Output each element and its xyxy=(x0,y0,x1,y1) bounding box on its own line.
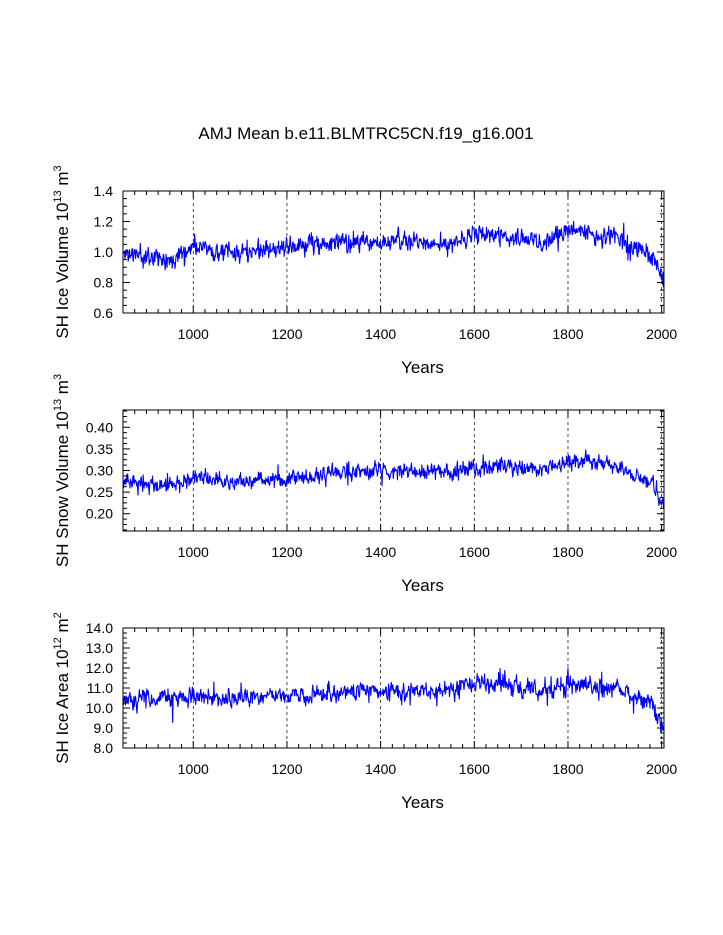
y-tick-label: 1.0 xyxy=(94,244,114,260)
y-label-unit-power: 3 xyxy=(52,374,64,380)
series-line-ice-area xyxy=(122,667,665,733)
y-label-unit: m xyxy=(53,171,72,190)
y-tick-label: 14.0 xyxy=(86,620,113,636)
y-tick-label: 9.0 xyxy=(94,720,114,736)
y-tick-label: 0.6 xyxy=(94,305,114,321)
y-axis-label: SH Ice Area 1012 m2 xyxy=(52,612,72,764)
x-tick-label: 1200 xyxy=(271,326,302,342)
y-tick-label: 0.35 xyxy=(86,441,113,457)
y-label-unit: m xyxy=(53,380,72,399)
x-tick-label: 1400 xyxy=(365,544,396,560)
y-axis-label: SH Ice Volume 1013 m3 xyxy=(52,165,72,338)
x-tick-label: 1000 xyxy=(178,326,209,342)
y-tick-label: 1.4 xyxy=(94,183,114,199)
y-label-exponent: 13 xyxy=(52,399,64,411)
x-tick-label: 1800 xyxy=(552,761,583,777)
x-tick-label: 2000 xyxy=(646,544,677,560)
x-tick-label: 1400 xyxy=(365,326,396,342)
y-tick-label: 10.0 xyxy=(86,700,113,716)
y-label-unit: m xyxy=(53,618,72,637)
y-tick-label: 11.0 xyxy=(87,680,113,696)
x-tick-label: 1400 xyxy=(365,761,396,777)
y-tick-label: 8.0 xyxy=(94,740,114,756)
y-label-main: SH Ice Volume 10 xyxy=(53,203,72,339)
x-axis-label: Years xyxy=(401,793,444,812)
y-tick-label: 0.25 xyxy=(86,484,113,500)
y-tick-label: 0.20 xyxy=(86,506,113,522)
y-axis-label: SH Snow Volume 1013 m3 xyxy=(52,374,72,567)
x-tick-label: 1600 xyxy=(459,544,490,560)
y-tick-label: 0.30 xyxy=(86,463,113,479)
panel-ice-volume: 1000 1200 1400 1600 1800 2000 0.6 0.8 1.0 1.2 1.4 Y… xyxy=(52,165,677,377)
x-axis-label: Years xyxy=(401,576,444,595)
x-tick-label: 1600 xyxy=(459,326,490,342)
y-tick-label: 1.2 xyxy=(94,214,114,230)
x-tick-label: 1600 xyxy=(459,761,490,777)
x-tick-label: 2000 xyxy=(646,761,677,777)
y-label-main: SH Snow Volume 10 xyxy=(53,411,72,567)
y-tick-label: 0.8 xyxy=(94,275,114,291)
x-tick-label: 2000 xyxy=(646,326,677,342)
y-tick-label: 0.40 xyxy=(86,419,113,435)
y-tick-label: 13.0 xyxy=(86,640,113,656)
y-label-exponent: 13 xyxy=(52,190,64,202)
x-tick-label: 1000 xyxy=(178,544,209,560)
series-line-snow-volume xyxy=(122,449,665,509)
panel-snow-volume: 1000 1200 1400 1600 1800 2000 0.20 0.25 0.30 0.35… xyxy=(52,374,677,595)
series-line-ice-volume xyxy=(122,220,665,289)
y-tick-label: 12.0 xyxy=(86,660,113,676)
panel-ice-area: 1000 1200 1400 1600 1800 2000 8.0 9.0 10.0 11.0 12… xyxy=(52,612,677,812)
x-tick-label: 1000 xyxy=(178,761,209,777)
x-tick-label: 1800 xyxy=(552,326,583,342)
y-label-unit-power: 2 xyxy=(52,612,64,618)
y-label-exponent: 12 xyxy=(52,637,64,649)
x-tick-label: 1800 xyxy=(552,544,583,560)
y-label-main: SH Ice Area 10 xyxy=(53,649,72,763)
y-label-unit-power: 3 xyxy=(52,165,64,171)
x-tick-label: 1200 xyxy=(271,544,302,560)
x-axis-label: Years xyxy=(401,358,444,377)
figure-title: AMJ Mean b.e11.BLMTRC5CN.f19_g16.001 xyxy=(198,124,533,143)
x-tick-label: 1200 xyxy=(271,761,302,777)
